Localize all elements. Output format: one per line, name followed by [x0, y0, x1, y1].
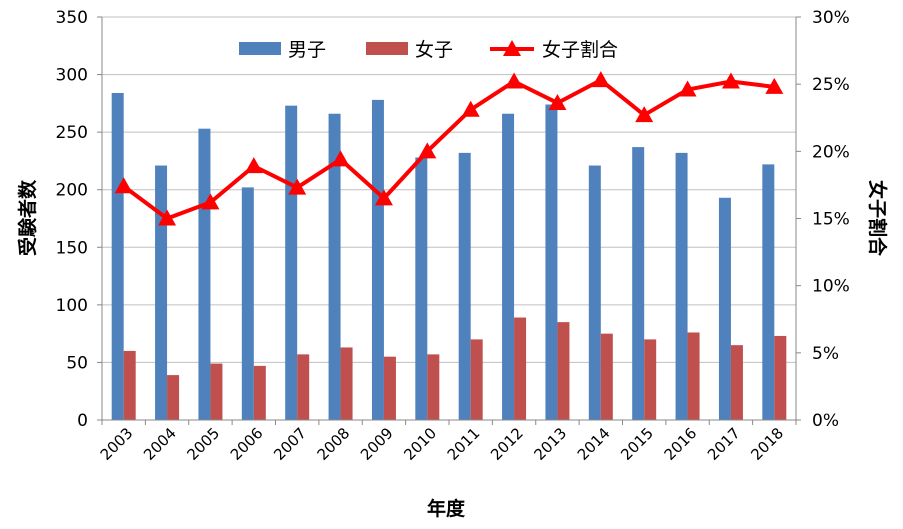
bar-boys-2015	[632, 147, 645, 420]
bar-boys-2008	[328, 113, 341, 420]
x-tick-label: 2013	[531, 424, 571, 464]
bar-girls-2013	[557, 322, 570, 420]
legend-label-girls: 女子	[415, 39, 453, 61]
bar-girls-2007	[297, 354, 310, 420]
x-tick-label: 2008	[314, 424, 354, 464]
x-tick-label: 2015	[617, 424, 657, 464]
bar-boys-2012	[502, 113, 515, 420]
bar-boys-2007	[285, 105, 298, 420]
ratio-marker-2003	[114, 177, 133, 194]
y-tick-label: 300	[56, 66, 88, 86]
ratio-marker-2011	[461, 100, 480, 117]
x-tick-label: 2005	[184, 424, 224, 464]
bar-boys-2010	[415, 157, 428, 420]
bar-boys-2006	[241, 187, 254, 420]
y-tick-label: 50	[66, 353, 88, 373]
ratio-marker-2008	[331, 150, 350, 167]
ratio-marker-2006	[244, 157, 263, 174]
ratio-marker-2013	[548, 93, 567, 110]
bar-girls-2009	[383, 356, 396, 420]
y2-tick-label: 5%	[812, 344, 839, 364]
axes	[97, 16, 801, 425]
bar-girls-2014	[600, 333, 613, 420]
bar-boys-2014	[588, 165, 601, 420]
x-tick-label: 2014	[574, 424, 614, 464]
x-tick-label: 2018	[747, 424, 787, 464]
bar-girls-2004	[167, 375, 180, 420]
x-tick-label: 2012	[487, 424, 527, 464]
x-tick-label: 2010	[400, 424, 440, 464]
y-axis-title: 受験者数	[16, 179, 39, 256]
bar-girls-2010	[427, 354, 440, 420]
bar-girls-2012	[514, 317, 527, 420]
y-tick-label: 250	[56, 123, 88, 143]
bar-girls-2016	[687, 332, 700, 420]
bar-boys-2005	[198, 128, 211, 420]
bar-boys-2004	[155, 165, 168, 420]
legend-swatch-boys	[239, 42, 281, 55]
bar-girls-2017	[730, 345, 743, 420]
ratio-marker-2012	[505, 72, 524, 89]
legend-swatch-girls	[366, 42, 408, 55]
ratio-marker-2007	[288, 178, 307, 195]
ratio-marker-2017	[721, 72, 740, 89]
y2-tick-label: 15%	[812, 210, 850, 230]
bar-boys-2009	[371, 99, 384, 420]
y2-tick-label: 20%	[812, 142, 850, 162]
x-tick-label: 2017	[704, 424, 744, 464]
ratio-marker-2010	[418, 142, 437, 159]
bar-girls-2018	[774, 335, 787, 420]
x-tick-label: 2004	[140, 424, 180, 464]
ratio-marker-2005	[201, 193, 220, 210]
x-tick-label: 2016	[661, 424, 701, 464]
bar-boys-2013	[545, 104, 558, 420]
bars	[111, 92, 787, 420]
bar-girls-2011	[470, 339, 483, 420]
y-tick-label: 100	[56, 296, 88, 316]
y2-axis-title: 女子割合	[866, 180, 889, 257]
x-tick-label: 2009	[357, 424, 397, 464]
ratio-marker-2015	[635, 106, 654, 123]
y-tick-label: 0	[77, 411, 88, 431]
y-tick-label: 150	[56, 238, 88, 258]
legend-label-ratio: 女子割合	[542, 39, 618, 61]
bar-girls-2006	[253, 365, 266, 420]
ratio-marker-2016	[678, 80, 697, 97]
bar-boys-2016	[675, 152, 688, 420]
bar-boys-2018	[762, 164, 775, 420]
y2-tick-label: 10%	[812, 277, 850, 297]
y2-tick-label: 25%	[812, 75, 850, 95]
ratio-marker-2018	[765, 77, 784, 94]
bar-girls-2005	[210, 363, 223, 420]
x-tick-label: 2007	[270, 424, 310, 464]
legend-label-boys: 男子	[288, 39, 326, 61]
bar-girls-2008	[340, 347, 353, 420]
ratio-line	[114, 71, 784, 226]
ratio-marker-2014	[591, 71, 610, 88]
x-tick-label: 2011	[444, 424, 484, 464]
bar-boys-2011	[458, 152, 471, 420]
y-tick-label: 350	[56, 8, 88, 28]
ratio-marker-2004	[158, 209, 177, 226]
y-tick-label: 200	[56, 181, 88, 201]
x-tick-label: 2003	[97, 424, 137, 464]
ratio-series-line	[122, 78, 775, 221]
bar-boys-2003	[111, 92, 124, 420]
ratio-marker-2009	[374, 189, 393, 206]
y2-tick-label: 0%	[812, 411, 839, 431]
x-axis-title: 年度	[427, 497, 466, 520]
bar-girls-2015	[644, 339, 657, 420]
legend: 男子 女子 女子割合	[239, 39, 618, 61]
bar-boys-2017	[718, 197, 731, 420]
y2-tick-label: 30%	[812, 8, 850, 28]
bar-girls-2003	[123, 350, 136, 420]
legend-swatch-ratio-marker	[503, 40, 521, 56]
x-tick-label: 2006	[227, 424, 267, 464]
